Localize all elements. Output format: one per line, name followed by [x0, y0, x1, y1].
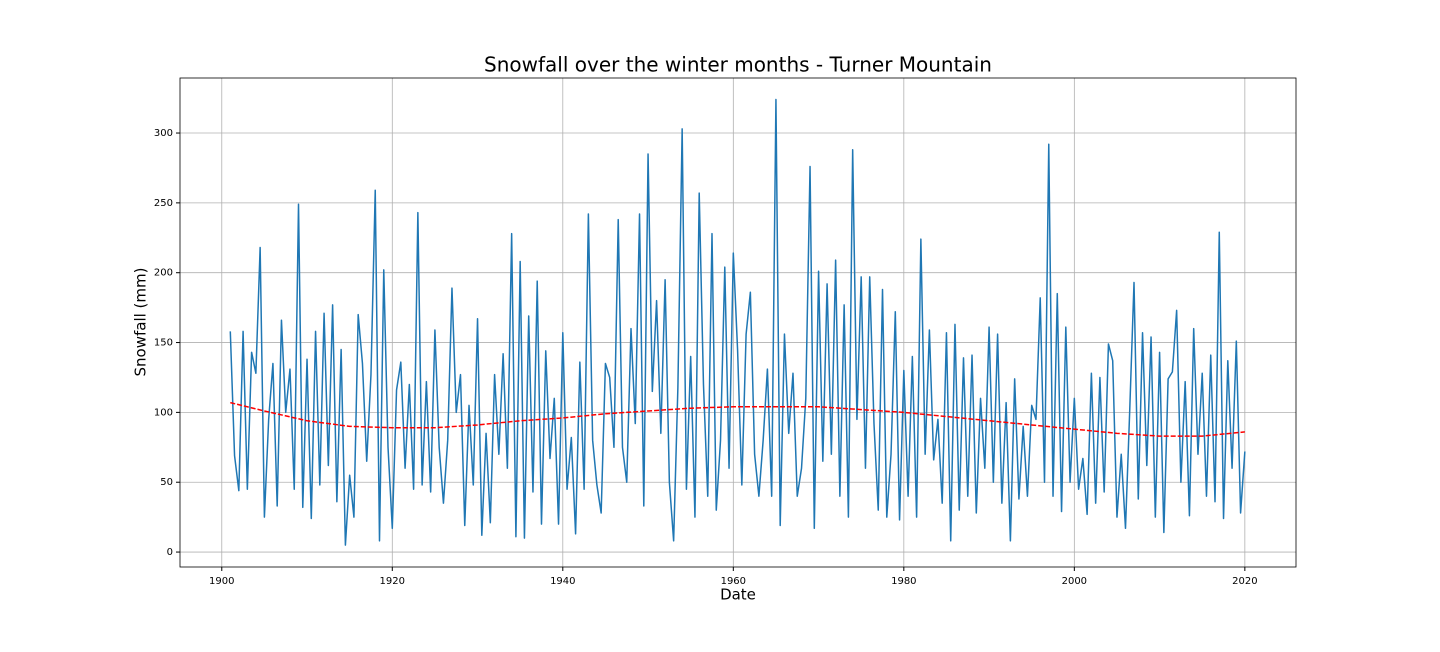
- plot-frame: [179, 77, 1297, 568]
- x-tick-label: 2000: [1062, 576, 1087, 587]
- x-tick-label: 1920: [380, 576, 405, 587]
- x-axis-label: Date: [720, 586, 756, 604]
- chart-title: Snowfall over the winter months - Turner…: [484, 53, 992, 77]
- y-tick-label: 250: [154, 198, 173, 209]
- x-tick-label: 1900: [209, 576, 234, 587]
- y-tick-label: 300: [154, 128, 173, 139]
- x-tick-label: 1960: [721, 576, 746, 587]
- x-tick-label: 2020: [1232, 576, 1257, 587]
- y-tick-label: 150: [154, 338, 173, 349]
- y-tick-label: 100: [154, 407, 173, 418]
- series-line: [230, 401, 1245, 437]
- y-tick-label: 0: [167, 547, 173, 558]
- y-tick-label: 50: [160, 477, 173, 488]
- y-axis-label: Snowfall (mm): [132, 268, 150, 377]
- x-tick-label: 1980: [891, 576, 916, 587]
- x-tick-label: 1940: [550, 576, 575, 587]
- y-tick-label: 200: [154, 268, 173, 279]
